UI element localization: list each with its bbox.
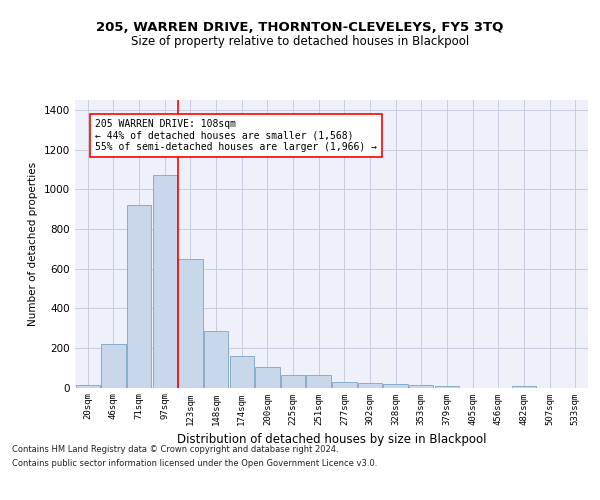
Bar [76,384,100,388]
Bar [204,331,228,388]
Bar [281,374,305,388]
Bar [409,384,433,388]
Bar [178,258,203,388]
Text: 205 WARREN DRIVE: 108sqm
← 44% of detached houses are smaller (1,568)
55% of sem: 205 WARREN DRIVE: 108sqm ← 44% of detach… [95,119,377,152]
Bar [307,374,331,388]
Bar [435,386,459,388]
X-axis label: Distribution of detached houses by size in Blackpool: Distribution of detached houses by size … [177,433,486,446]
Text: Contains HM Land Registry data © Crown copyright and database right 2024.: Contains HM Land Registry data © Crown c… [12,446,338,454]
Text: Size of property relative to detached houses in Blackpool: Size of property relative to detached ho… [131,34,469,48]
Bar [101,344,125,388]
Bar [152,176,177,388]
Bar [512,386,536,388]
Y-axis label: Number of detached properties: Number of detached properties [28,162,38,326]
Text: Contains public sector information licensed under the Open Government Licence v3: Contains public sector information licen… [12,459,377,468]
Bar [358,382,382,388]
Bar [332,382,356,388]
Text: 205, WARREN DRIVE, THORNTON-CLEVELEYS, FY5 3TQ: 205, WARREN DRIVE, THORNTON-CLEVELEYS, F… [97,21,503,34]
Bar [255,366,280,388]
Bar [127,205,151,388]
Bar [230,356,254,388]
Bar [383,384,408,388]
